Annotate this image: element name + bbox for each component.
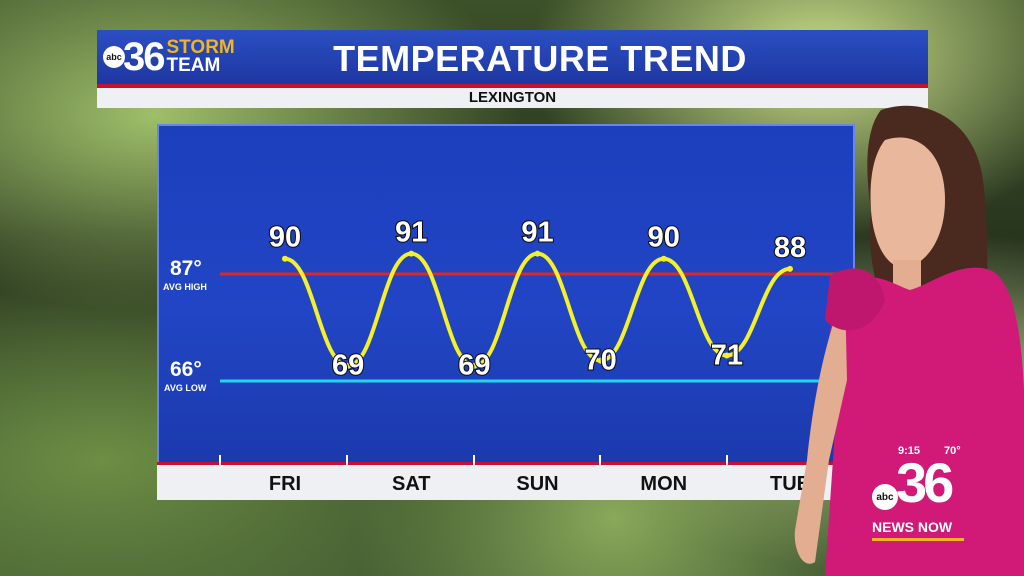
abc-badge: abc: [103, 46, 125, 68]
header-banner: [97, 30, 928, 86]
location-bar: [97, 88, 928, 108]
data-point: [282, 255, 288, 262]
data-point: [345, 362, 352, 369]
data-label: 91: [395, 217, 427, 249]
x-tick-label: SUN: [516, 473, 558, 495]
corner-tagline: NEWS NOW: [872, 519, 953, 535]
data-point: [660, 255, 667, 262]
corner-abc-badge: abc: [872, 484, 898, 510]
avg-low-label: AVG LOW: [164, 383, 207, 393]
data-label: 90: [269, 222, 301, 254]
data-point: [723, 352, 730, 359]
avg-high-value: 87°: [170, 257, 202, 280]
corner-accent-bar: [872, 538, 964, 541]
corner-temperature: 70°: [944, 445, 961, 457]
header-accent-line: [97, 84, 928, 88]
data-label: 90: [648, 222, 680, 254]
data-label: 69: [458, 350, 490, 382]
corner-time: 9:15: [898, 445, 921, 457]
storm-team-logo: abc 36 STORM TEAM: [103, 34, 253, 80]
corner-logo-number: 36: [896, 451, 954, 514]
data-label: 88: [774, 232, 806, 264]
data-point: [787, 265, 793, 272]
x-tick-label: TUE: [770, 473, 810, 495]
location-label: LEXINGTON: [468, 89, 557, 106]
chart-day-strip: [157, 463, 855, 500]
avg-high-label: AVG HIGH: [163, 282, 207, 292]
x-tick-label: FRI: [269, 473, 301, 495]
logo-words: STORM TEAM: [166, 36, 235, 76]
data-label: 69: [332, 350, 364, 382]
logo-number: 36: [123, 35, 165, 79]
x-tick-label: SAT: [392, 473, 431, 495]
logo-word-storm: STORM: [166, 36, 235, 58]
data-point: [597, 357, 604, 364]
data-point: [471, 362, 478, 369]
temperature-curve: [283, 251, 792, 368]
data-label: 71: [711, 340, 743, 372]
data-label: 91: [521, 217, 553, 249]
chart-day-strip-line: [157, 462, 855, 465]
data-point: [534, 250, 541, 257]
data-label: 70: [584, 345, 616, 377]
logo-word-team: TEAM: [166, 55, 221, 76]
page-title: TEMPERATURE TREND: [333, 38, 747, 79]
x-tick-label: MON: [640, 473, 687, 495]
data-point: [408, 250, 415, 257]
avg-low-value: 66°: [170, 358, 202, 381]
